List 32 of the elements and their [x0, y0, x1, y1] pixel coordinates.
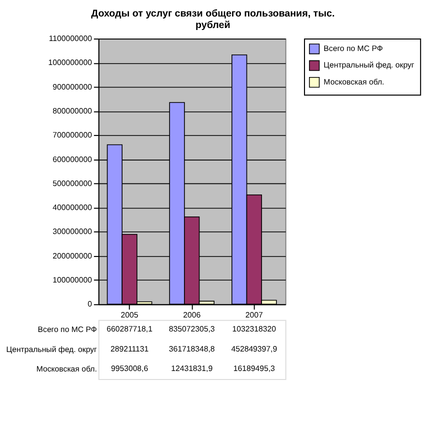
- x-tick-label: 2005: [120, 310, 139, 320]
- data-label: 16189495,3: [233, 364, 276, 374]
- x-tick-label: 2006: [183, 310, 202, 320]
- y-tick-label: 0: [88, 300, 93, 309]
- text: рублей: [195, 20, 230, 32]
- data-label: 361718348,8: [168, 344, 216, 354]
- text: Центральный фед. округ: [6, 344, 97, 354]
- data-label: 289211131: [110, 344, 149, 354]
- y-tick-label: 300000000: [52, 227, 93, 236]
- y-tick-label: 700000000: [52, 130, 93, 140]
- y-tick-label: 1000000000: [48, 58, 93, 68]
- y-tick-label: 100000000: [52, 276, 93, 284]
- text: Московская обл.: [36, 364, 97, 374]
- text: Доходы от услуг связи общего пользования, тыс.: [91, 8, 335, 20]
- y-tick-label: 600000000: [52, 154, 93, 164]
- y-tick-label: 400000000: [52, 203, 93, 212]
- data-label: 1032318320: [232, 324, 277, 334]
- x-tick-label: 2007: [245, 310, 263, 320]
- data-label: 9953008,6: [110, 364, 149, 374]
- legend-label: Всего по МС РФ: [324, 44, 383, 53]
- data-label: 12431831,9: [171, 364, 213, 374]
- y-tick-label: 200000000: [52, 251, 93, 260]
- legend-label: Центральный фед. округ: [324, 60, 414, 70]
- text: Всего по МС РФ: [38, 325, 97, 334]
- y-tick-label: 1100000000: [48, 34, 93, 44]
- y-tick-label: 900000000: [52, 82, 93, 92]
- data-label: 452849397,9: [231, 344, 278, 354]
- legend-label: Московская обл.: [324, 77, 384, 86]
- data-label: 835072305,3: [168, 324, 216, 334]
- y-tick-label: 500000000: [52, 178, 93, 188]
- y-tick-label: 800000000: [52, 106, 93, 116]
- data-label: 660287718,1: [106, 324, 152, 334]
